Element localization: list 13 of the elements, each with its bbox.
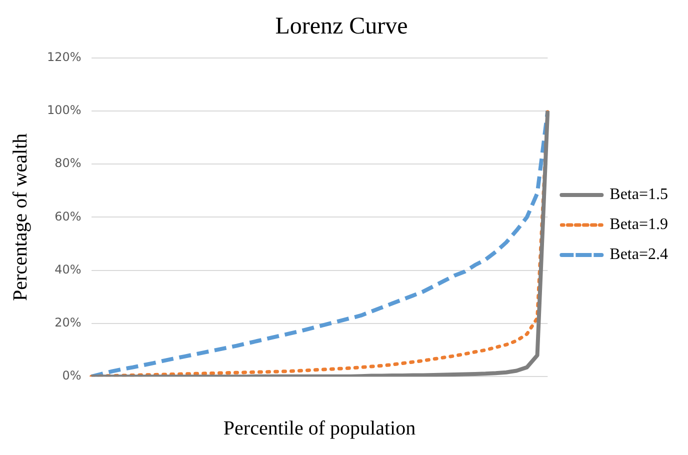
legend-label: Beta=1.9 [610, 216, 668, 234]
legend-label: Beta=1.5 [610, 186, 668, 204]
y-tick-label: 120% [46, 50, 82, 64]
y-tick-label: 60% [54, 209, 82, 224]
y-tick-label: 40% [54, 262, 82, 276]
chart-title: Lorenz Curve [275, 14, 408, 40]
legend-label: Beta=2.4 [610, 246, 668, 264]
y-tick-label: 0% [62, 368, 82, 383]
y-tick-label: 20% [54, 316, 82, 330]
x-axis-title: Percentile of population [223, 417, 416, 440]
y-axis-title: Percentage of wealth [9, 133, 32, 302]
y-tick-label: 100% [46, 103, 82, 118]
y-tick-label: 80% [54, 156, 82, 170]
